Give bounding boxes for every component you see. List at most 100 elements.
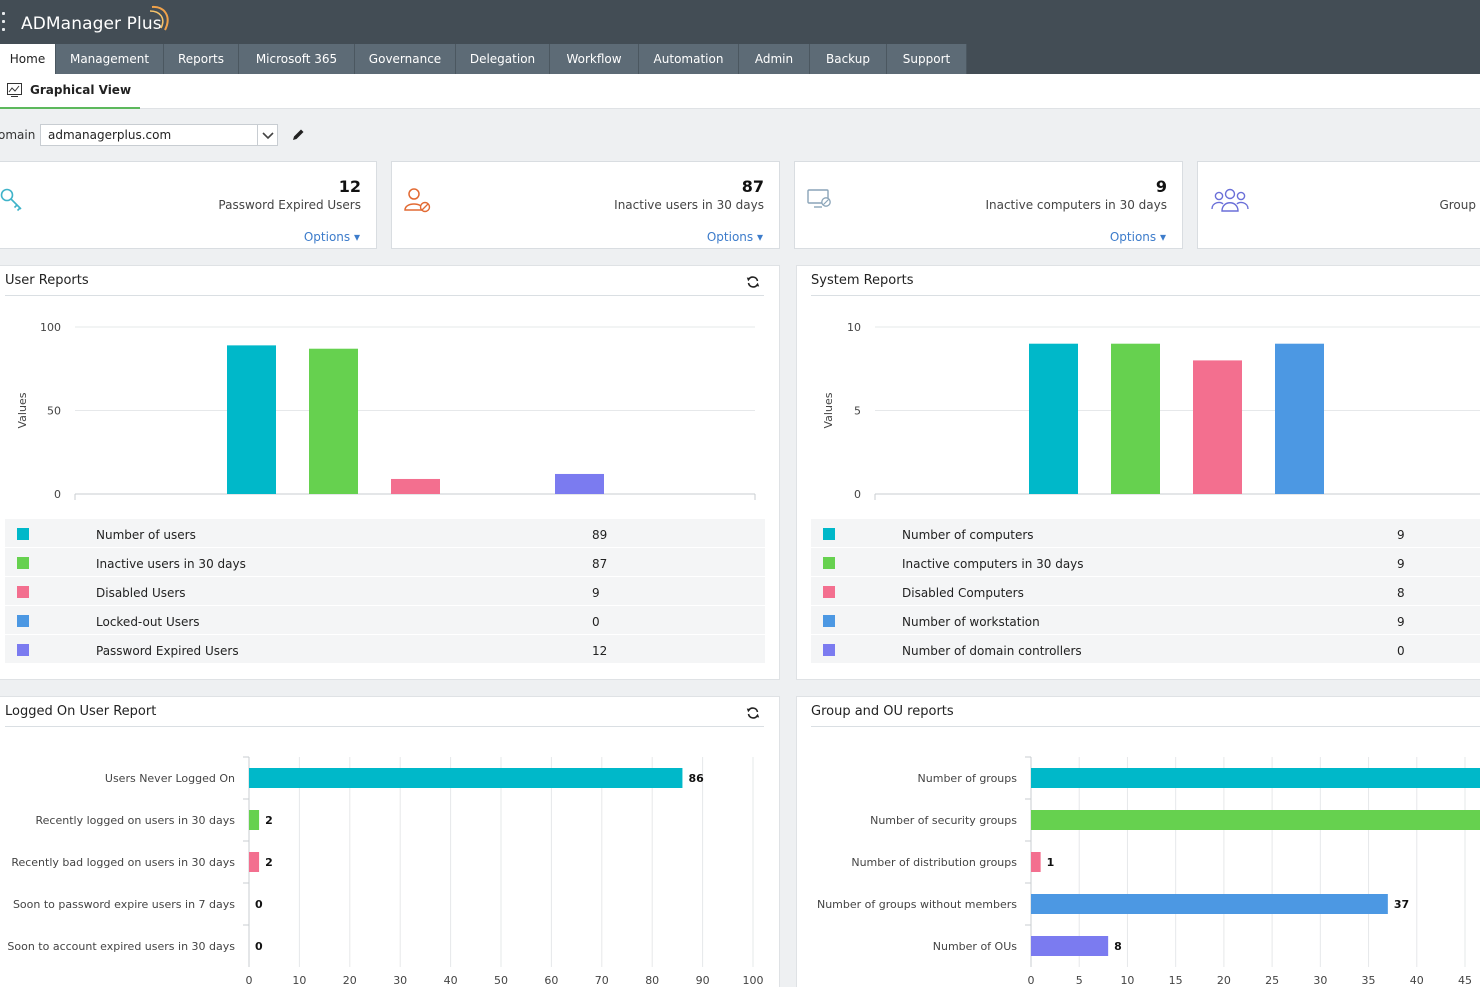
tab-backup[interactable]: Backup	[810, 44, 887, 74]
panel-divider	[811, 295, 1480, 296]
graphical-view-tab[interactable]: Graphical View	[0, 74, 140, 109]
legend-swatch	[823, 586, 835, 598]
key-icon	[0, 188, 22, 212]
data-label: 2	[265, 814, 273, 827]
group-ou-reports-panel: Group and OU reports 0 5 10 15 20 25 30 35 40 45 N…	[796, 696, 1480, 987]
x-tick-label: 15	[1169, 974, 1183, 987]
data-label: 2	[265, 856, 273, 869]
refresh-icon[interactable]	[746, 706, 760, 720]
x-tick-label: 40	[444, 974, 458, 987]
app-menu-icon[interactable]	[2, 12, 8, 34]
chart-icon	[7, 83, 22, 97]
bar	[309, 348, 358, 494]
legend-value: 9	[1397, 557, 1405, 571]
tab-workflow[interactable]: Workflow	[550, 44, 639, 74]
system-reports-panel: System Reports 0 5 10 Values Number of comp…	[796, 265, 1480, 680]
y-tick-label: 50	[47, 405, 61, 418]
main-nav: Home Management Reports Microsoft 365 Go…	[0, 44, 1480, 74]
data-label: 37	[1394, 898, 1409, 911]
x-tick-label: 80	[645, 974, 659, 987]
legend-row[interactable]: Number of workstation 9	[811, 605, 1480, 634]
panel-divider	[5, 295, 764, 296]
legend-row[interactable]: Disabled Users 9	[5, 576, 765, 605]
refresh-icon[interactable]	[746, 275, 760, 289]
tab-governance[interactable]: Governance	[355, 44, 456, 74]
legend-row[interactable]: Disabled Computers 8	[811, 576, 1480, 605]
legend-row[interactable]: Number of users 89	[5, 518, 765, 547]
category-label: Recently bad logged on users in 30 days	[11, 856, 235, 869]
legend-row[interactable]: Inactive users in 30 days 87	[5, 547, 765, 576]
edit-pencil-icon[interactable]	[291, 128, 305, 142]
x-tick-label: 0	[1028, 974, 1035, 987]
legend-row[interactable]: Password Expired Users 12	[5, 634, 765, 663]
x-tick-label: 25	[1265, 974, 1279, 987]
user-reports-legend: Number of users 89 Inactive users in 30 d…	[5, 518, 765, 663]
bar	[1031, 936, 1109, 956]
x-tick-label: 70	[595, 974, 609, 987]
legend-value: 8	[1397, 586, 1405, 600]
chevron-down-icon[interactable]	[257, 125, 277, 145]
y-axis-label: Values	[822, 392, 835, 428]
user-reports-chart: 0 50 100 Values	[16, 321, 756, 501]
tab-support[interactable]: Support	[887, 44, 967, 74]
legend-row[interactable]: Inactive computers in 30 days 9	[811, 547, 1480, 576]
category-label: Number of groups	[918, 772, 1018, 785]
tab-admin[interactable]: Admin	[739, 44, 810, 74]
tab-automation[interactable]: Automation	[639, 44, 739, 74]
card-label: Inactive computers in 30 days	[985, 198, 1167, 212]
legend-row[interactable]: Number of computers 9	[811, 518, 1480, 547]
legend-label: Password Expired Users	[96, 644, 239, 658]
legend-label: Number of computers	[902, 528, 1034, 542]
options-dropdown[interactable]: Options ▾	[706, 230, 763, 244]
tab-microsoft-365[interactable]: Microsoft 365	[239, 44, 355, 74]
panel-divider	[5, 726, 764, 727]
bar	[1031, 810, 1480, 830]
category-label: Soon to account expired users in 30 days	[7, 940, 235, 953]
data-label: 0	[255, 898, 263, 911]
group-ou-chart: 0 5 10 15 20 25 30 35 40 45 Number of groups Number…	[817, 756, 1480, 987]
tab-management[interactable]: Management	[56, 44, 164, 74]
tab-home[interactable]: Home	[0, 44, 56, 74]
bar	[249, 852, 260, 872]
legend-value: 89	[592, 528, 608, 542]
legend-value: 0	[1397, 644, 1405, 658]
legend-row[interactable]: Locked-out Users 0	[5, 605, 765, 634]
legend-row[interactable]: Number of domain controllers 0	[811, 634, 1480, 663]
app-logo[interactable]: ADManager Plus	[21, 14, 162, 34]
x-tick-label: 50	[494, 974, 508, 987]
domain-select[interactable]: admanagerplus.com	[40, 124, 278, 146]
card-label: Password Expired Users	[218, 198, 361, 212]
logo-arc-icon	[149, 5, 169, 31]
bar	[249, 810, 260, 830]
card-value: 87	[741, 177, 764, 196]
bar	[391, 478, 440, 494]
sub-nav: Graphical View	[0, 74, 1480, 109]
options-dropdown[interactable]: Options ▾	[1109, 230, 1166, 244]
x-tick-label: 60	[544, 974, 558, 987]
y-tick-label: 0	[54, 488, 61, 501]
data-label: 1	[1047, 856, 1055, 869]
card-inactive-computers: 9 Inactive computers in 30 days Options …	[794, 161, 1183, 249]
legend-value: 9	[1397, 615, 1405, 629]
x-tick-label: 5	[1076, 974, 1083, 987]
tab-delegation[interactable]: Delegation	[456, 44, 550, 74]
category-label: Number of groups without members	[817, 898, 1017, 911]
logged-on-user-report-panel: Logged On User Report 0 10 20 30 40 50 60 70 80 9…	[0, 696, 780, 987]
bar	[227, 345, 276, 494]
x-tick-label: 40	[1410, 974, 1424, 987]
x-tick-label: 35	[1362, 974, 1376, 987]
legend-label: Inactive computers in 30 days	[902, 557, 1084, 571]
panel-title: System Reports	[811, 273, 914, 288]
legend-label: Number of domain controllers	[902, 644, 1082, 658]
x-tick-label: 0	[246, 974, 253, 987]
bar	[249, 768, 683, 788]
options-dropdown[interactable]: Options ▾	[303, 230, 360, 244]
card-password-expired-users: 12 Password Expired Users Options ▾	[0, 161, 377, 249]
data-label: 8	[1114, 940, 1122, 953]
y-tick-label: 0	[854, 488, 861, 501]
tab-reports[interactable]: Reports	[164, 44, 239, 74]
legend-swatch	[823, 644, 835, 656]
bar	[1031, 894, 1388, 914]
legend-swatch	[17, 528, 29, 540]
